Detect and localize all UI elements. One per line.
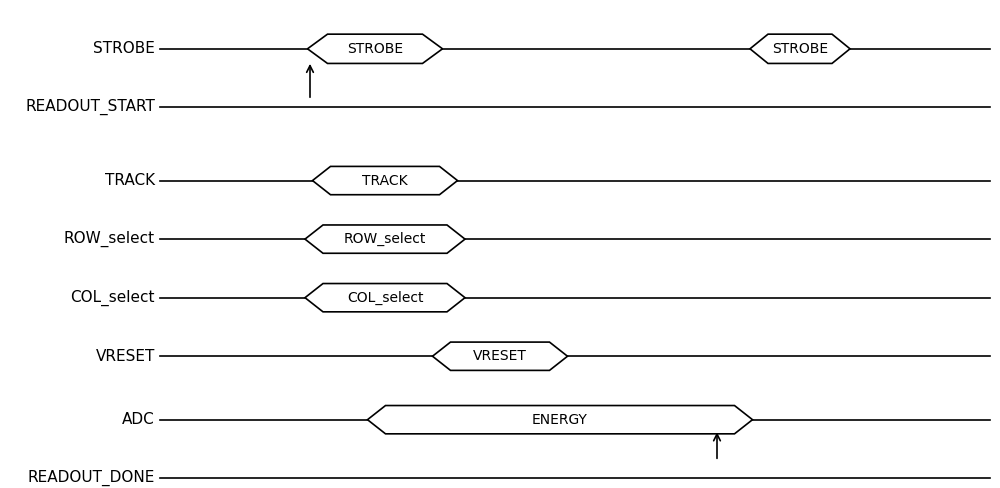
Text: READOUT_DONE: READOUT_DONE bbox=[28, 470, 155, 487]
Polygon shape bbox=[432, 342, 568, 370]
Text: VRESET: VRESET bbox=[96, 349, 155, 364]
Text: READOUT_START: READOUT_START bbox=[25, 99, 155, 116]
Text: TRACK: TRACK bbox=[105, 173, 155, 188]
Polygon shape bbox=[305, 225, 465, 253]
Text: COL_select: COL_select bbox=[347, 291, 423, 305]
Text: VRESET: VRESET bbox=[473, 349, 527, 363]
Text: STROBE: STROBE bbox=[347, 42, 403, 56]
Text: COL_select: COL_select bbox=[70, 289, 155, 306]
Polygon shape bbox=[312, 166, 458, 195]
Text: ROW_select: ROW_select bbox=[64, 231, 155, 247]
Text: ADC: ADC bbox=[122, 412, 155, 427]
Text: ENERGY: ENERGY bbox=[532, 413, 588, 427]
Text: TRACK: TRACK bbox=[362, 174, 408, 187]
Polygon shape bbox=[305, 284, 465, 312]
Text: STROBE: STROBE bbox=[93, 41, 155, 56]
Polygon shape bbox=[368, 406, 753, 434]
Polygon shape bbox=[750, 34, 850, 63]
Text: STROBE: STROBE bbox=[772, 42, 828, 56]
Polygon shape bbox=[308, 34, 442, 63]
Text: ROW_select: ROW_select bbox=[344, 232, 426, 246]
